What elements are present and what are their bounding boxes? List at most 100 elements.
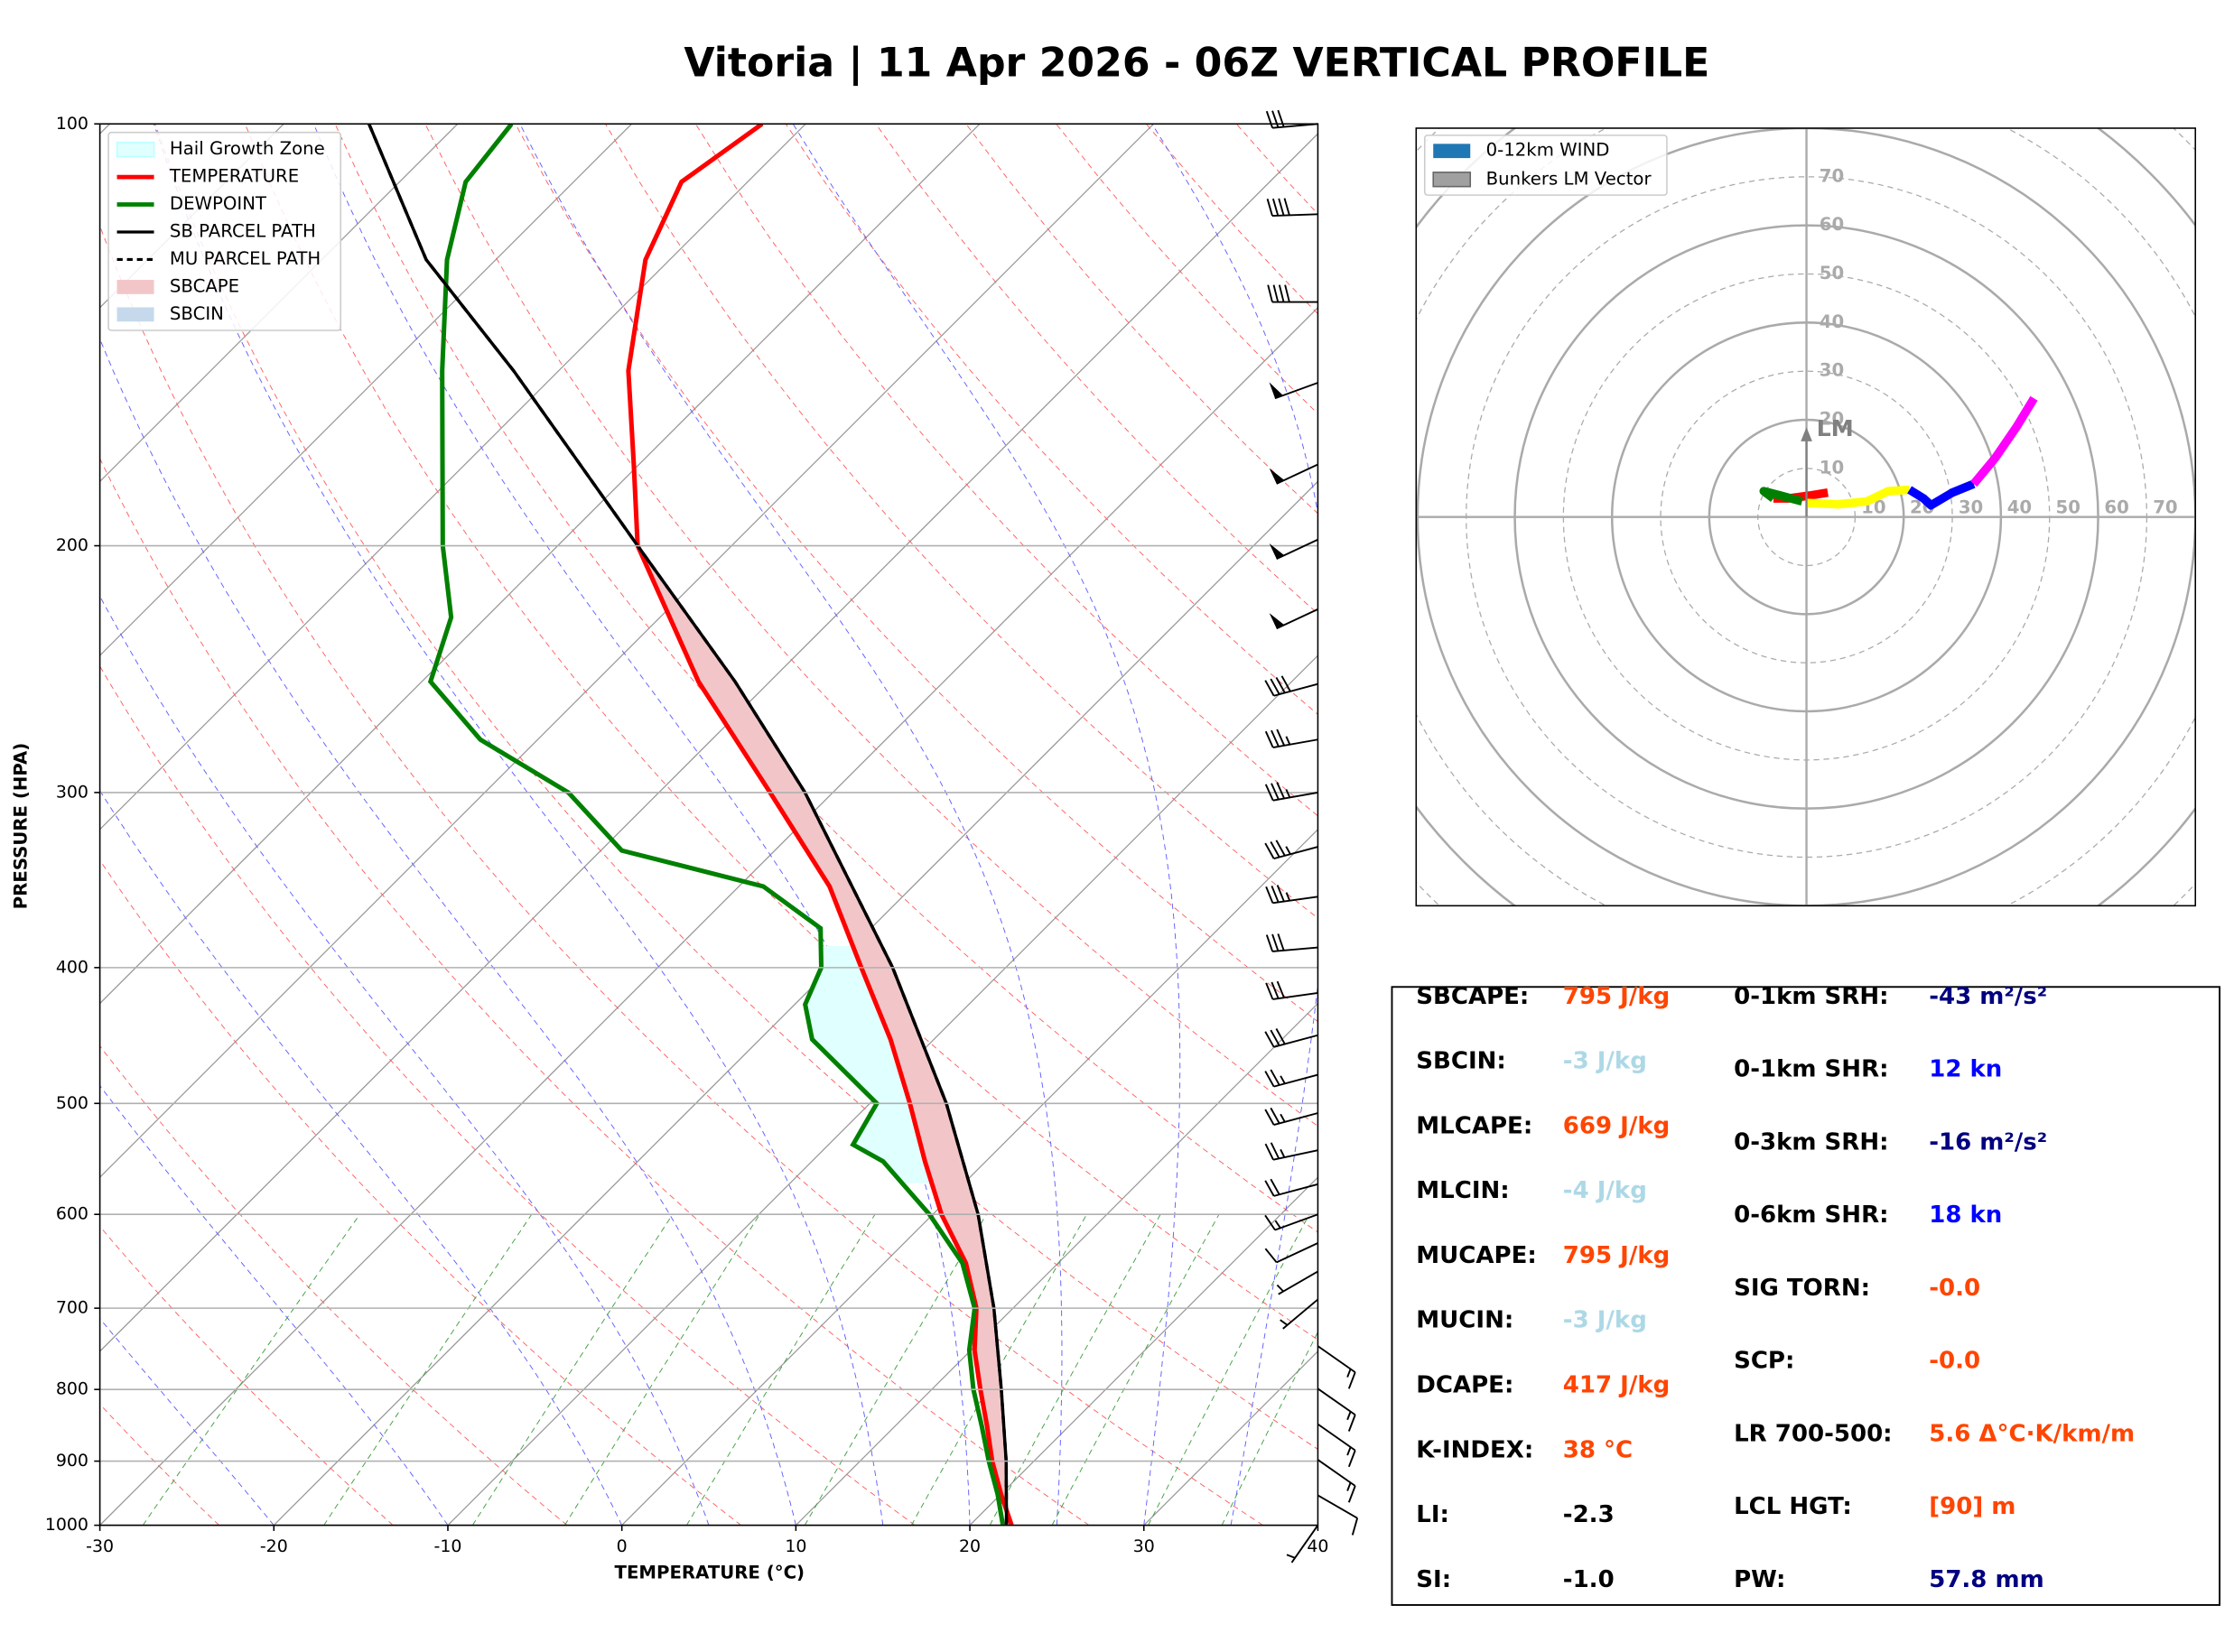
barb-staff	[1276, 1242, 1318, 1264]
hodograph-grid	[1416, 127, 2196, 906]
r-tick-label: 60	[1820, 214, 1844, 235]
barb-feather	[1270, 678, 1280, 695]
barb-staff	[1273, 1183, 1318, 1197]
stat-value: -2.3	[1563, 1501, 1615, 1528]
wind-barb	[1269, 463, 1318, 485]
barb-feather	[1347, 1414, 1356, 1432]
barb-half	[1346, 1411, 1352, 1421]
wind-barb	[1264, 1142, 1318, 1161]
stat-label: LCL HGT:	[1734, 1493, 1852, 1520]
wind-barb	[1269, 538, 1318, 560]
legend-label: 0-12km WIND	[1486, 140, 1610, 161]
stat-label: LR 700-500:	[1734, 1420, 1892, 1447]
mixing-ratio-line	[1148, 1213, 1310, 1526]
x-tick-label: 30	[1133, 1536, 1155, 1556]
stat-value: 38 °C	[1563, 1436, 1633, 1463]
barb-half	[1285, 846, 1291, 855]
r-tick-label: 30	[1959, 497, 1983, 518]
stats-panel: SBCAPE: 795 J/kg SBCIN: -3 J/kg MLCAPE: 669 J…	[1391, 983, 2220, 1606]
barb-feather	[1277, 933, 1285, 951]
barb-feather	[1265, 934, 1274, 952]
r-tick-label: 30	[1820, 360, 1844, 381]
dry-adiabat	[99, 457, 1090, 1526]
barb-feather	[1265, 982, 1274, 1000]
moist-adiabat	[99, 1084, 449, 1526]
legend-label: SB PARCEL PATH	[170, 220, 316, 241]
barb-feather	[1347, 1450, 1356, 1468]
moist-adiabat	[519, 124, 1063, 1526]
stat-value: -16 m²/s²	[1929, 1128, 2047, 1155]
barb-feather	[1264, 730, 1274, 748]
legend-swatch	[1433, 144, 1471, 159]
wind-barb	[1264, 1242, 1318, 1264]
stat-value: -3 J/kg	[1563, 1307, 1647, 1334]
barb-half	[1346, 1446, 1352, 1456]
stat-label: SBCAPE:	[1416, 983, 1529, 1010]
barb-feather	[1270, 1029, 1280, 1046]
barb-feather	[1347, 1371, 1356, 1389]
legend-swatch	[116, 279, 154, 294]
stat-label: SIG TORN:	[1734, 1275, 1870, 1302]
bunkers-arrowhead	[1801, 427, 1812, 441]
barb-feather	[1351, 1517, 1359, 1536]
wind-barb	[1317, 1494, 1359, 1536]
legend-box	[107, 131, 342, 331]
moist-adiabat	[153, 124, 884, 1526]
barb-staff	[1272, 991, 1318, 1000]
legend-swatch	[116, 307, 154, 322]
dry-adiabat	[99, 665, 916, 1526]
y-axis-label: PRESSURE (HPA)	[10, 743, 31, 909]
isotherm	[273, 480, 1318, 1526]
isotherm	[99, 124, 1154, 1179]
barb-feather	[1275, 840, 1286, 857]
barb-feather	[1264, 1109, 1275, 1126]
stat-value: 5.6 Δ°C·K/km/m	[1929, 1420, 2135, 1447]
wind-barb	[1317, 1423, 1356, 1468]
barb-feather	[1276, 885, 1285, 902]
stat-label: 0-1km SRH:	[1734, 983, 1888, 1010]
stat-value: -1.0	[1563, 1566, 1615, 1593]
barb-feather	[1278, 284, 1285, 302]
r-tick-label: 20	[1820, 408, 1844, 429]
barb-feather	[1264, 1031, 1275, 1048]
wind-barb	[1264, 1213, 1318, 1231]
barb-flag	[1269, 543, 1285, 560]
stat-label: MUCAPE:	[1416, 1242, 1536, 1269]
wind-barb	[1276, 1270, 1318, 1295]
stat-label: MLCIN:	[1416, 1177, 1509, 1204]
wind-barb	[1264, 1028, 1318, 1048]
dry-adiabat	[99, 1225, 394, 1526]
barb-feather	[1280, 675, 1291, 692]
barb-half	[1285, 892, 1291, 902]
y-tick-label: 400	[56, 957, 88, 977]
wind-barb	[1264, 1069, 1318, 1088]
barb-staff	[1278, 1270, 1318, 1295]
legend-label: SBCIN	[170, 303, 224, 324]
wind-barb	[1264, 840, 1318, 860]
stat-value: -3 J/kg	[1563, 1048, 1647, 1075]
legend-box	[1423, 135, 1668, 196]
barb-feather	[1271, 933, 1280, 951]
wind-barb	[1317, 1345, 1356, 1389]
x-tick-label: -10	[434, 1536, 462, 1556]
isotherm	[99, 124, 981, 1005]
stat-value: -4 J/kg	[1563, 1177, 1647, 1204]
x-tick-label: 40	[1307, 1536, 1328, 1556]
barb-feather	[1275, 1028, 1286, 1045]
barb-staff	[1272, 791, 1318, 802]
barb-flag	[1269, 382, 1283, 399]
isotherm	[99, 124, 806, 831]
barb-feather	[1264, 1214, 1276, 1231]
legend-swatch	[116, 141, 155, 158]
wind-barb	[1264, 1178, 1318, 1197]
barb-feather	[1271, 981, 1280, 999]
barb-staff	[1317, 1345, 1356, 1373]
stat-label: SBCIN:	[1416, 1048, 1506, 1075]
isotherm	[99, 124, 284, 309]
barb-feather	[1265, 110, 1274, 128]
dry-adiabat	[99, 224, 1263, 1526]
dry-adiabat	[154, 124, 1318, 1450]
mixing-ratio-line	[563, 1213, 760, 1526]
r-tick-label: 70	[2153, 497, 2177, 518]
